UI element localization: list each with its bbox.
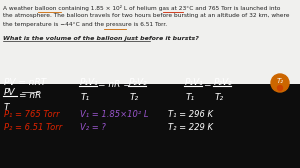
Text: PV: PV [4, 88, 16, 97]
Text: = nR =: = nR = [98, 80, 131, 89]
Text: T: T [4, 103, 10, 112]
Text: P₁V₁: P₁V₁ [185, 78, 204, 87]
Text: = nR: = nR [19, 91, 41, 100]
Text: P₁V₁: P₁V₁ [80, 78, 99, 87]
Text: A weather balloon containing 1.85 × 10² L of helium gas at 23°C and 765 Torr is : A weather balloon containing 1.85 × 10² … [3, 5, 280, 11]
Text: T₂: T₂ [277, 78, 284, 84]
Text: T₁ = 296 K: T₁ = 296 K [168, 110, 213, 119]
Text: the atmosphere. The balloon travels for two hours before bursting at an altitude: the atmosphere. The balloon travels for … [3, 13, 290, 18]
Bar [0, 0, 300, 84]
Text: T₂: T₂ [215, 93, 224, 102]
Text: =: = [203, 80, 211, 89]
Text: T₂ = 229 K: T₂ = 229 K [168, 123, 213, 132]
Text: PV = nRT: PV = nRT [4, 78, 46, 87]
Text: P₂V₂: P₂V₂ [129, 78, 148, 87]
Text: T₁: T₁ [81, 93, 90, 102]
Text: P₁ = 765 Torr: P₁ = 765 Torr [4, 110, 60, 119]
Text: What is the volume of the balloon just before it bursts?: What is the volume of the balloon just b… [3, 36, 199, 41]
Text: the temperature is −44°C and the pressure is 6.51 Torr.: the temperature is −44°C and the pressur… [3, 22, 167, 27]
Text: P₂V₂: P₂V₂ [214, 78, 233, 87]
Text: V₁ = 1.85×10² L: V₁ = 1.85×10² L [80, 110, 148, 119]
Text: V₂ = ?: V₂ = ? [80, 123, 106, 132]
Circle shape [271, 74, 289, 92]
Text: T₁: T₁ [186, 93, 195, 102]
Circle shape [278, 86, 283, 91]
Text: P₂ = 6.51 Torr: P₂ = 6.51 Torr [4, 123, 62, 132]
Text: T₂: T₂ [130, 93, 139, 102]
